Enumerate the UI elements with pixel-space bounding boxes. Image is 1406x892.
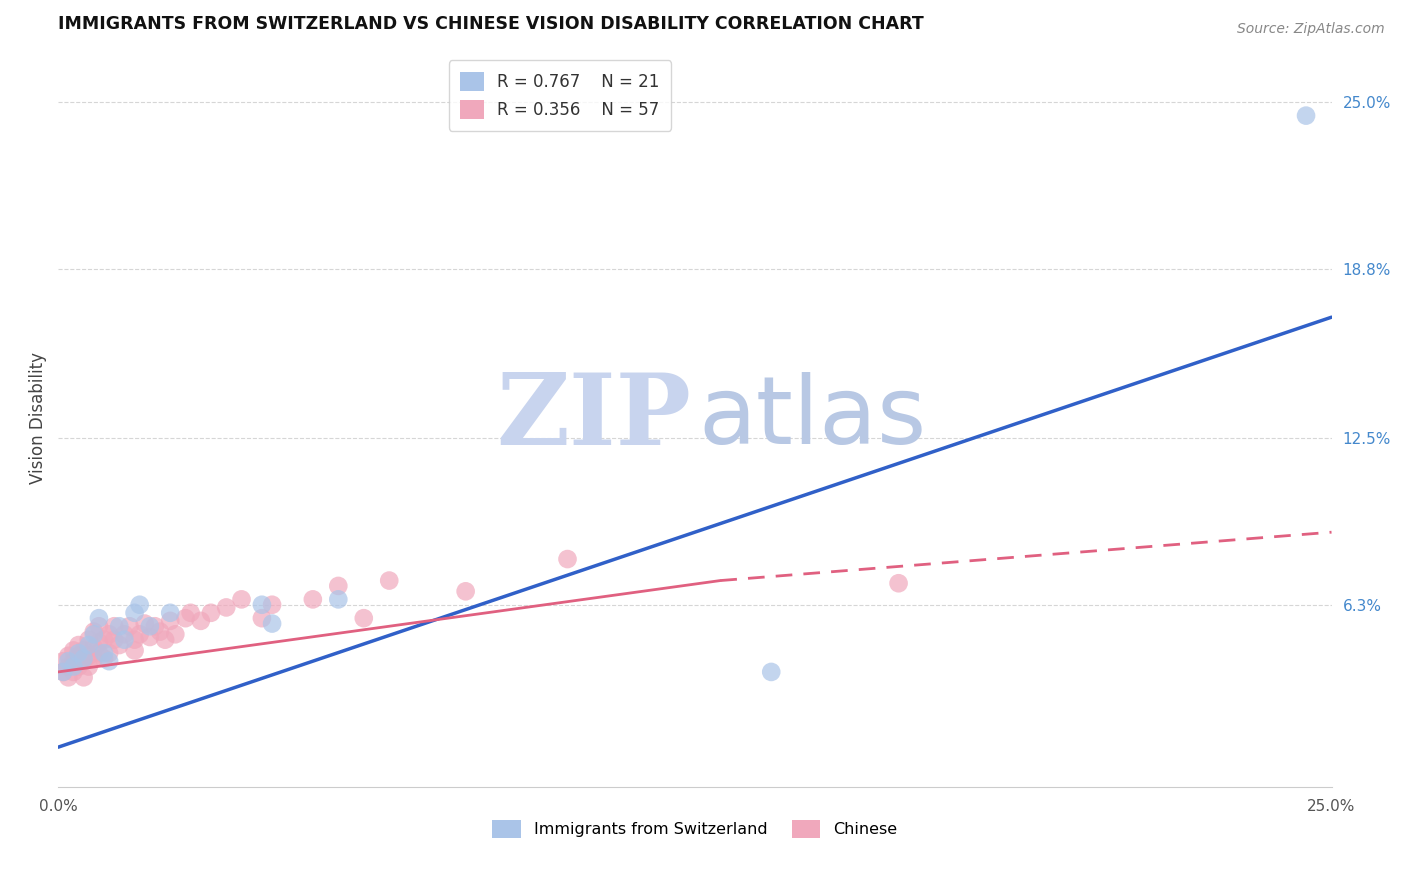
Point [58,659,80,673]
Point [557,552,579,566]
Point [58,648,80,663]
Point [128,598,150,612]
Point [72,654,94,668]
Point [215,600,238,615]
Point [124,632,146,647]
Point [200,606,222,620]
Y-axis label: Vision Disability: Vision Disability [30,352,46,484]
Point [143,619,166,633]
Point [139,630,162,644]
Point [77,638,100,652]
Point [302,592,325,607]
Point [159,614,181,628]
Point [159,606,181,620]
Point [72,670,94,684]
Point [103,619,125,633]
Legend: Immigrants from Switzerland, Chinese: Immigrants from Switzerland, Chinese [485,812,905,846]
Point [112,632,135,647]
Point [761,665,783,679]
Point [174,611,197,625]
Point [118,619,141,633]
Point [190,614,212,628]
Point [52,665,75,679]
Point [83,640,105,655]
Point [887,576,910,591]
Point [128,627,150,641]
Point [262,616,284,631]
Point [139,619,162,633]
Point [98,646,121,660]
Point [77,648,100,663]
Point [67,638,90,652]
Point [262,598,284,612]
Point [353,611,375,625]
Point [250,598,273,612]
Point [72,643,94,657]
Point [153,632,176,647]
Point [83,624,105,639]
Point [250,611,273,625]
Point [62,654,84,668]
Point [67,659,90,673]
Point [93,646,115,660]
Text: atlas: atlas [699,372,927,464]
Point [67,646,90,660]
Point [87,611,110,625]
Point [231,592,253,607]
Point [108,619,131,633]
Point [98,654,121,668]
Point [87,635,110,649]
Text: Source: ZipAtlas.com: Source: ZipAtlas.com [1237,22,1385,37]
Point [93,632,115,647]
Point [77,632,100,647]
Point [83,627,105,641]
Point [58,654,80,668]
Point [124,606,146,620]
Point [108,638,131,652]
Point [328,592,350,607]
Point [165,627,187,641]
Point [87,619,110,633]
Point [58,670,80,684]
Point [454,584,477,599]
Point [77,659,100,673]
Point [62,643,84,657]
Point [378,574,401,588]
Point [93,651,115,665]
Point [328,579,350,593]
Point [67,648,90,663]
Text: ZIP: ZIP [496,369,690,467]
Point [98,627,121,641]
Text: IMMIGRANTS FROM SWITZERLAND VS CHINESE VISION DISABILITY CORRELATION CHART: IMMIGRANTS FROM SWITZERLAND VS CHINESE V… [58,15,924,33]
Point [134,616,156,631]
Point [180,606,202,620]
Point [62,659,84,673]
Point [149,624,172,639]
Point [72,651,94,665]
Point [103,632,125,647]
Point [87,646,110,660]
Point [83,651,105,665]
Point [112,627,135,641]
Point [52,654,75,668]
Point [124,643,146,657]
Point [1295,109,1317,123]
Point [62,665,84,679]
Point [52,665,75,679]
